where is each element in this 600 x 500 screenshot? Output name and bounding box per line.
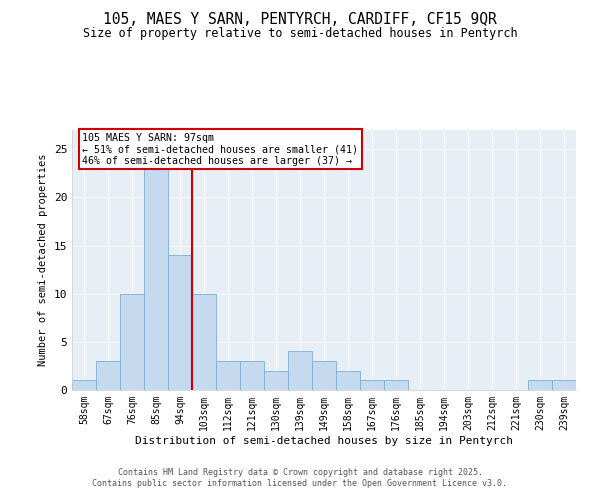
Text: Contains HM Land Registry data © Crown copyright and database right 2025.
Contai: Contains HM Land Registry data © Crown c…: [92, 468, 508, 487]
Bar: [288, 352, 312, 390]
Bar: [144, 168, 168, 390]
Text: 105 MAES Y SARN: 97sqm
← 51% of semi-detached houses are smaller (41)
46% of sem: 105 MAES Y SARN: 97sqm ← 51% of semi-det…: [82, 132, 358, 166]
Bar: [264, 370, 288, 390]
Bar: [552, 380, 576, 390]
X-axis label: Distribution of semi-detached houses by size in Pentyrch: Distribution of semi-detached houses by …: [135, 436, 513, 446]
Bar: [528, 380, 552, 390]
Bar: [168, 255, 192, 390]
Text: 105, MAES Y SARN, PENTYRCH, CARDIFF, CF15 9QR: 105, MAES Y SARN, PENTYRCH, CARDIFF, CF1…: [103, 12, 497, 28]
Bar: [336, 370, 360, 390]
Bar: [312, 361, 336, 390]
Text: Size of property relative to semi-detached houses in Pentyrch: Size of property relative to semi-detach…: [83, 28, 517, 40]
Bar: [384, 380, 408, 390]
Y-axis label: Number of semi-detached properties: Number of semi-detached properties: [38, 154, 48, 366]
Bar: [192, 294, 216, 390]
Bar: [96, 361, 120, 390]
Bar: [360, 380, 384, 390]
Bar: [240, 361, 264, 390]
Bar: [216, 361, 240, 390]
Bar: [120, 294, 144, 390]
Bar: [72, 380, 96, 390]
